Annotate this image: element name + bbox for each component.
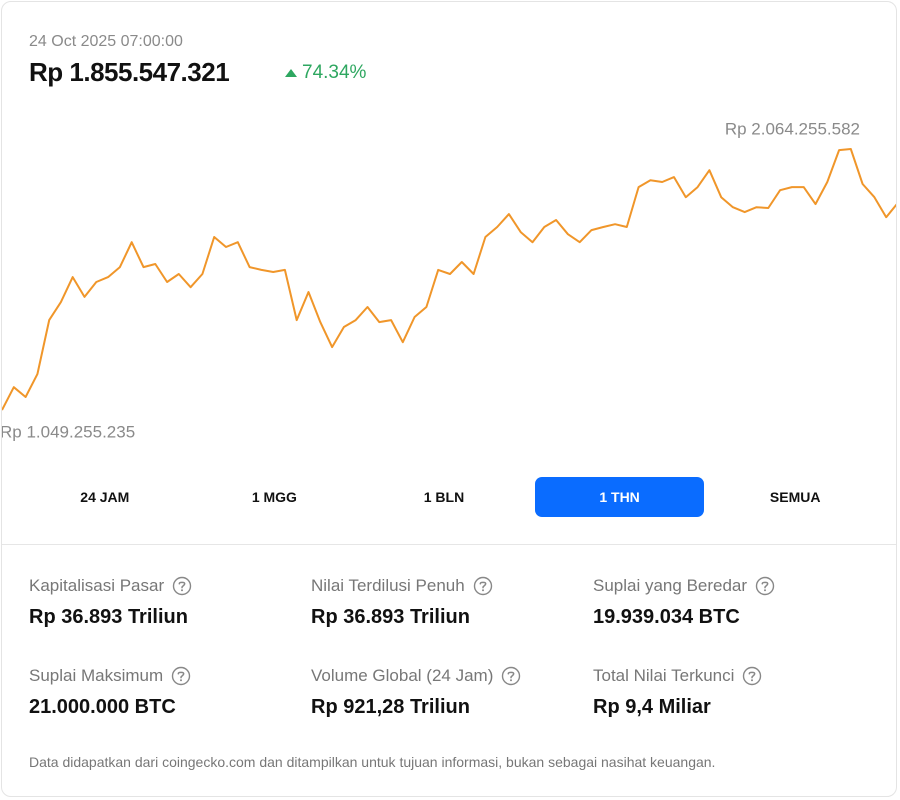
stat-label-text: Volume Global (24 Jam) xyxy=(311,666,494,685)
help-mark xyxy=(748,671,756,679)
stat: Nilai Terdilusi Penuh Rp 36.893 Triliun xyxy=(311,575,581,629)
stat-label-text: Kapitalisasi Pasar xyxy=(29,576,165,595)
help-dot xyxy=(481,589,484,592)
price: Rp 1.855.547.321 xyxy=(29,57,230,87)
help-circle xyxy=(502,666,521,686)
help-icon[interactable] xyxy=(171,666,191,686)
help-dot xyxy=(180,679,183,682)
stat-label: Total Nilai Terkunci xyxy=(593,665,863,687)
help-icon[interactable] xyxy=(501,666,521,686)
range-button[interactable]: 1 THN xyxy=(534,477,705,517)
stat-label: Kapitalisasi Pasar xyxy=(29,575,299,597)
chart: Rp 2.064.255.582 Rp 1.049.255.235 xyxy=(2,119,896,441)
stat-label: Suplai yang Beredar xyxy=(593,575,863,597)
range-selector: 24 JAM 1 MGG 1 BLN 1 THN SEMUA xyxy=(20,477,880,517)
help-dot xyxy=(764,589,767,592)
help-icon[interactable] xyxy=(473,576,493,596)
stat-label: Nilai Terdilusi Penuh xyxy=(311,575,581,597)
help-mark xyxy=(178,581,186,589)
help-mark xyxy=(507,671,515,679)
change: 74.34% xyxy=(285,62,366,84)
stat-label: Suplai Maksimum xyxy=(29,665,299,687)
help-mark xyxy=(177,671,185,679)
help-circle xyxy=(743,666,762,686)
help-circle xyxy=(473,576,492,596)
stat: Volume Global (24 Jam) Rp 921,28 Triliun xyxy=(311,665,581,719)
high-label: Rp 2.064.255.582 xyxy=(725,119,860,138)
help-circle xyxy=(172,576,192,596)
help-dot xyxy=(751,679,754,682)
help-mark xyxy=(479,581,487,589)
range-button[interactable]: SEMUA xyxy=(769,489,821,505)
range-button[interactable]: 1 BLN xyxy=(423,489,465,505)
stat-value: 19.939.034 BTC xyxy=(593,606,740,628)
stat: Suplai yang Beredar 19.939.034 BTC xyxy=(593,575,863,629)
stat: Total Nilai Terkunci Rp 9,4 Miliar xyxy=(593,665,863,719)
divider xyxy=(2,544,896,545)
price-line xyxy=(2,148,896,411)
stat-label: Volume Global (24 Jam) xyxy=(311,665,581,687)
stat-value: Rp 36.893 Triliun xyxy=(29,606,188,628)
help-dot xyxy=(510,679,513,682)
help-icon[interactable] xyxy=(172,576,192,596)
help-dot xyxy=(181,589,184,592)
stat: Suplai Maksimum 21.000.000 BTC xyxy=(29,665,299,719)
stat-value: 21.000.000 BTC xyxy=(29,696,176,718)
change-value: 74.34% xyxy=(302,62,367,83)
help-icon[interactable] xyxy=(742,666,762,686)
help-mark xyxy=(761,581,769,589)
stat-label-text: Total Nilai Terkunci xyxy=(593,666,735,685)
up-arrow xyxy=(285,69,297,77)
stat-label-text: Suplai Maksimum xyxy=(29,666,164,685)
footnote: Data didapatkan dari coingecko.com dan d… xyxy=(29,754,716,770)
stat-value: Rp 921,28 Triliun xyxy=(311,696,470,718)
range-button[interactable]: 24 JAM xyxy=(80,489,130,505)
stat-label-text: Nilai Terdilusi Penuh xyxy=(311,576,465,595)
stat-value: Rp 9,4 Miliar xyxy=(593,696,711,718)
stat-label-text: Suplai yang Beredar xyxy=(593,576,748,595)
help-icon[interactable] xyxy=(755,576,775,596)
stat: Kapitalisasi Pasar Rp 36.893 Triliun xyxy=(29,575,299,629)
stat-value: Rp 36.893 Triliun xyxy=(311,606,470,628)
help-circle xyxy=(755,576,775,596)
help-circle xyxy=(171,666,191,686)
range-button[interactable]: 1 MGG xyxy=(251,489,297,505)
low-label: Rp 1.049.255.235 xyxy=(2,422,135,441)
date: 24 Oct 2025 07:00:00 xyxy=(29,33,183,50)
